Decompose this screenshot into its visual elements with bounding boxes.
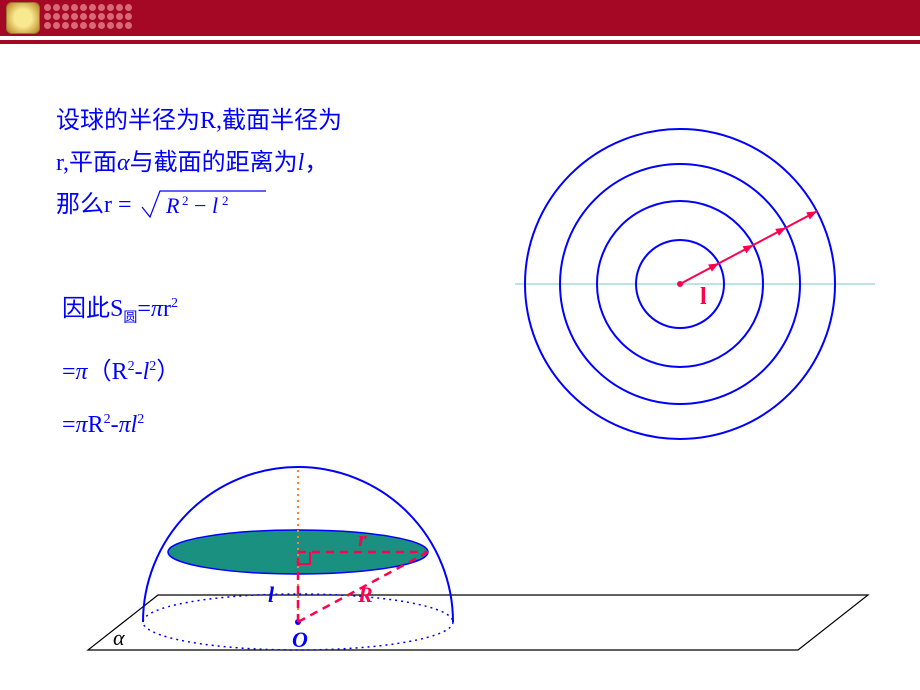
svg-text:R: R xyxy=(357,582,373,607)
dot xyxy=(62,13,69,20)
hemisphere-diagram: r RlOα xyxy=(58,440,878,680)
r1: r xyxy=(163,296,171,322)
dot xyxy=(116,22,123,29)
concentric-circles-diagram: l xyxy=(480,114,880,444)
s2b: （R xyxy=(88,359,128,385)
pi2: π xyxy=(76,359,88,385)
s3a: = xyxy=(62,412,76,438)
s2d: ） xyxy=(156,359,180,385)
sqrt-l: l xyxy=(212,193,218,218)
s1sub: 圆 xyxy=(123,311,137,326)
dot xyxy=(98,4,105,11)
sqrt-formula: R 2 − l 2 xyxy=(140,185,270,225)
s3c: - xyxy=(111,412,119,438)
s1a: 因此S xyxy=(62,296,123,322)
derivation-text: 因此S圆=πr2 =π（R2-l2） =πR2-πl2 xyxy=(62,280,180,449)
dot xyxy=(53,4,60,11)
t2b: 与截面的距离为 xyxy=(130,150,298,176)
pi1: π xyxy=(151,296,163,322)
sqrt-R: R xyxy=(165,193,180,218)
sq3b: 2 xyxy=(137,412,144,427)
sq3: 2 xyxy=(104,412,111,427)
sq2: 2 xyxy=(128,359,135,374)
text-line-1: 设球的半径为R,截面半径为 xyxy=(56,100,342,142)
pi3: π xyxy=(76,412,88,438)
dot xyxy=(116,13,123,20)
dot xyxy=(98,22,105,29)
dot xyxy=(71,4,78,11)
dot xyxy=(71,22,78,29)
intro-text: 设球的半径为R,截面半径为 r,平面α与截面的距离为l， 那么r = R 2 −… xyxy=(56,100,342,226)
dot xyxy=(125,13,132,20)
t2c: ， xyxy=(304,150,328,176)
s1b: = xyxy=(137,296,151,322)
dot xyxy=(62,4,69,11)
header-underline xyxy=(0,40,920,44)
s2a: = xyxy=(62,359,76,385)
sq1: 2 xyxy=(171,296,178,311)
svg-text:α: α xyxy=(113,625,125,650)
dot xyxy=(44,4,51,11)
dot xyxy=(89,4,96,11)
svg-text:l: l xyxy=(700,284,707,310)
logo-badge xyxy=(6,2,40,34)
dot xyxy=(44,13,51,20)
svg-text:O: O xyxy=(292,627,308,652)
s2c: - xyxy=(135,359,143,385)
sqrt-minus: − xyxy=(194,193,206,218)
sqrt-R-sq: 2 xyxy=(182,193,189,208)
dot xyxy=(89,22,96,29)
t2a: r,平面 xyxy=(56,150,117,176)
dot xyxy=(80,13,87,20)
dot xyxy=(44,22,51,29)
pi4: π xyxy=(119,412,131,438)
s3b: R xyxy=(88,412,104,438)
dot xyxy=(71,13,78,20)
text-line-3: 那么r = R 2 − l 2 xyxy=(56,184,342,226)
dot xyxy=(98,13,105,20)
s-line-1: 因此S圆=πr2 xyxy=(62,280,180,343)
dot xyxy=(125,4,132,11)
t3a: 那么r = xyxy=(56,184,132,226)
dot xyxy=(80,4,87,11)
dot xyxy=(80,22,87,29)
svg-text:l: l xyxy=(268,582,275,607)
header-bar xyxy=(0,0,920,36)
text-line-2: r,平面α与截面的距离为l， xyxy=(56,142,342,184)
s-line-2: =π（R2-l2） xyxy=(62,343,180,396)
dot xyxy=(107,22,114,29)
dot xyxy=(125,22,132,29)
dot xyxy=(89,13,96,20)
alpha: α xyxy=(117,150,130,176)
sqrt-l-sq: 2 xyxy=(222,193,229,208)
dot xyxy=(53,22,60,29)
dot xyxy=(107,4,114,11)
decorative-dots xyxy=(44,4,132,29)
dot xyxy=(53,13,60,20)
dot xyxy=(107,13,114,20)
dot xyxy=(62,22,69,29)
dot xyxy=(116,4,123,11)
svg-text:r: r xyxy=(358,526,367,551)
